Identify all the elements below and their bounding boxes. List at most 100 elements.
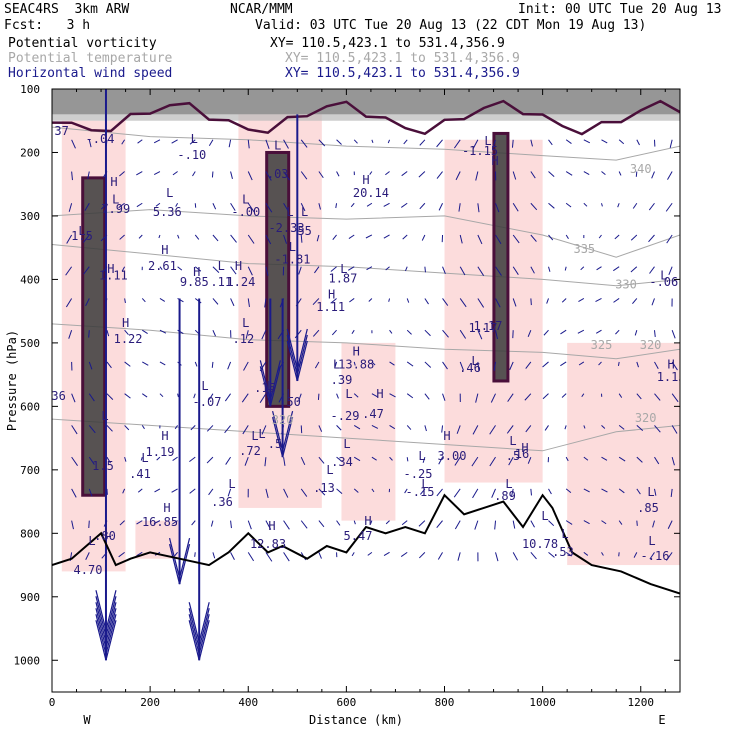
hl-label: L: [286, 387, 293, 401]
wind-arrow: [543, 329, 549, 336]
wind-arrow: [71, 171, 73, 181]
wind-arrow: [530, 266, 535, 274]
wind-arrow: [158, 234, 161, 239]
hl-label: H: [362, 173, 369, 187]
wind-arrow: [512, 298, 517, 307]
wind-arrow: [495, 266, 502, 276]
wind-arrow: [312, 298, 320, 306]
wind-column-barb: [296, 340, 308, 382]
plot-frame: [51, 88, 681, 693]
wind-arrow: [671, 393, 679, 403]
wind-arrow: [65, 266, 73, 276]
wind-arrow: [618, 456, 626, 462]
wind-arrow: [512, 520, 516, 529]
wind-arrow: [595, 298, 602, 303]
wind-arrow: [651, 298, 655, 306]
hl-label: L: [104, 526, 111, 540]
wind-arrow: [247, 298, 250, 308]
wind-arrow: [83, 234, 90, 243]
wind-arrow: [583, 456, 589, 461]
hl-label: -.16: [641, 549, 670, 563]
wind-arrow: [596, 266, 602, 271]
wind-arrow: [618, 488, 625, 494]
wind-arrow: [71, 425, 78, 435]
wind-arrow: [438, 456, 443, 465]
hl-label: .50: [279, 395, 301, 409]
wind-arrow: [106, 425, 113, 432]
wind-arrow: [601, 425, 606, 429]
wind-arrow: [106, 361, 112, 369]
wind-arrow: [542, 361, 549, 368]
wind-arrow: [71, 520, 74, 530]
x-tick-label: 1200: [628, 696, 655, 709]
wind-arrow: [489, 425, 496, 435]
hl-label: -1.81: [274, 253, 310, 267]
wind-arrow: [436, 171, 443, 179]
wind-arrow: [330, 266, 337, 272]
wind-arrow: [192, 171, 196, 177]
wind-arrow: [265, 520, 272, 530]
wind-arrow: [477, 266, 485, 276]
wind-arrow: [565, 139, 572, 144]
theta-label: 335: [573, 242, 595, 256]
wind-arrow: [565, 488, 572, 494]
hl-label: H: [521, 441, 528, 455]
wind-arrow: [283, 234, 287, 244]
hl-label: H: [491, 154, 498, 168]
hl-label: L: [343, 437, 350, 451]
wind-arrow: [495, 298, 501, 308]
wind-arrow: [512, 171, 517, 180]
hl-label: L: [541, 509, 548, 523]
wind-arrow: [88, 393, 95, 402]
wind-arrow: [230, 234, 237, 243]
wind-arrow: [385, 171, 390, 176]
wind-arrow: [527, 330, 532, 337]
wind-arrow: [613, 298, 620, 303]
wind-arrow: [175, 203, 179, 207]
wind-arrow: [106, 330, 110, 337]
hl-label: .5: [506, 449, 520, 463]
hl-label: H: [364, 514, 371, 528]
hl-label: .85: [637, 501, 659, 515]
wind-column-barb: [168, 543, 181, 585]
wind-arrow: [177, 266, 183, 271]
hl-label: L: [166, 186, 173, 200]
wind-arrow: [353, 456, 361, 462]
wind-arrow: [318, 203, 321, 210]
wind-arrow: [601, 456, 608, 461]
wind-arrow: [85, 298, 90, 307]
field-pv-name: Potential vorticity: [8, 36, 157, 51]
wind-arrow: [153, 520, 161, 525]
wind-arrow: [389, 329, 393, 334]
pv-light-region: [341, 342, 396, 521]
wind-arrow: [388, 298, 391, 302]
wind-arrow: [208, 488, 214, 496]
wind-arrow: [583, 488, 590, 493]
wind-arrow: [190, 425, 196, 431]
wind-arrow: [491, 488, 496, 498]
x-tick-label: 600: [336, 696, 356, 709]
wind-arrow: [124, 298, 126, 304]
wind-arrow: [68, 203, 73, 212]
wind-arrow: [383, 202, 390, 207]
wind-arrow: [548, 266, 551, 272]
wind-arrow: [194, 266, 202, 272]
wind-arrow: [265, 266, 269, 276]
wind-arrow: [336, 139, 342, 145]
wind-arrow: [456, 425, 461, 434]
wind-arrow: [211, 361, 214, 368]
wind-arrow: [159, 266, 163, 271]
hl-label: -.10: [177, 148, 206, 162]
wind-column-barb: [188, 602, 200, 643]
wind-arrow: [88, 425, 96, 434]
wind-arrow: [353, 424, 361, 430]
wind-column-barb: [188, 620, 200, 661]
wind-arrow: [283, 488, 289, 498]
wind-arrow: [530, 202, 538, 211]
wind-arrow: [300, 488, 308, 497]
pv-column-contour: [492, 131, 510, 383]
wind-arrow: [441, 425, 444, 433]
hl-label: 1.17: [474, 319, 503, 333]
wind-arrow: [88, 361, 93, 370]
y-tick-label: 500: [20, 337, 40, 350]
